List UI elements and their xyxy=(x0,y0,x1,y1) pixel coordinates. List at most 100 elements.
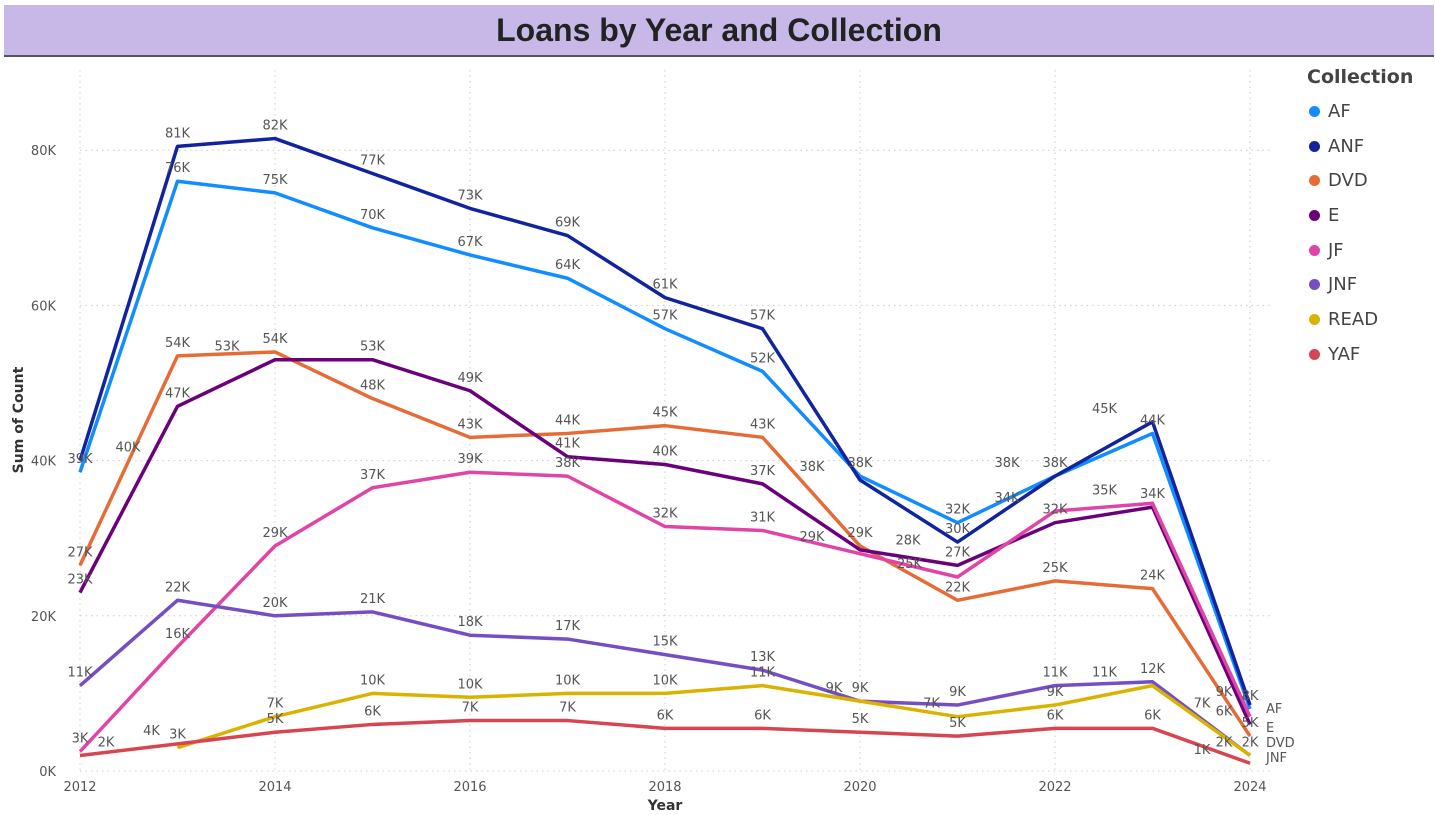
legend-marker-icon xyxy=(1309,175,1320,187)
data-label: 45K xyxy=(652,406,678,421)
data-label: 7K xyxy=(462,701,479,716)
data-label: 25K xyxy=(1042,561,1068,576)
legend-item-read[interactable]: READ xyxy=(1307,302,1413,337)
data-label: 40K xyxy=(115,441,141,456)
data-label: 10K xyxy=(555,673,581,688)
y-tick-label: 60K xyxy=(31,299,57,314)
data-label: 44K xyxy=(555,413,581,428)
legend-label: JNF xyxy=(1328,274,1358,296)
data-label: 70K xyxy=(360,208,386,223)
data-label: 35K xyxy=(1092,483,1118,498)
legend-label: AF xyxy=(1328,100,1351,122)
legend-marker-icon xyxy=(1309,279,1320,291)
data-label: 29K xyxy=(847,526,873,541)
data-label: 6K xyxy=(754,708,771,723)
data-label: 11K xyxy=(67,666,93,681)
data-label: 81K xyxy=(165,126,191,141)
data-label: 11K xyxy=(750,666,776,681)
data-label: 37K xyxy=(360,468,386,483)
data-label: 43K xyxy=(750,417,776,432)
data-label: 27K xyxy=(945,545,971,560)
legend-marker-icon xyxy=(1309,244,1320,256)
series-line-anf xyxy=(78,136,1252,706)
chart-title: Loans by Year and Collection xyxy=(496,11,942,48)
data-label: 34K xyxy=(1140,487,1166,502)
data-label: 7K xyxy=(923,697,940,712)
x-tick-label: 2022 xyxy=(1038,780,1071,795)
legend-item-af[interactable]: AF xyxy=(1307,94,1413,129)
data-label: 54K xyxy=(262,332,288,347)
data-label: 5K xyxy=(267,712,284,727)
data-label: 9K xyxy=(852,681,869,696)
data-label: 30K xyxy=(945,522,971,537)
data-label: 9K xyxy=(1216,685,1233,700)
data-label: 38K xyxy=(994,456,1020,471)
data-label: 38K xyxy=(1042,456,1068,471)
legend-item-jf[interactable]: JF xyxy=(1307,233,1413,268)
data-label: 6K xyxy=(1144,708,1161,723)
data-label: 2K xyxy=(98,735,115,750)
legend-marker-icon xyxy=(1309,105,1320,117)
end-label-jnf: JNF xyxy=(1265,751,1287,766)
data-label: 16K xyxy=(165,627,191,642)
data-label: 77K xyxy=(360,153,386,168)
data-label: 25K xyxy=(897,557,923,572)
data-label: 73K xyxy=(457,188,483,203)
data-label: 69K xyxy=(555,216,581,231)
data-label: 40K xyxy=(652,444,678,459)
x-tick-label: 2018 xyxy=(648,780,681,795)
data-label: 7K xyxy=(1194,697,1211,712)
series-line-dvd xyxy=(78,350,1252,738)
legend-marker-icon xyxy=(1309,313,1320,325)
chart-title-bar: Loans by Year and Collection xyxy=(4,5,1434,57)
data-label: 9K xyxy=(1047,685,1064,700)
series-line-yaf xyxy=(79,718,1251,765)
data-label: 41K xyxy=(555,437,581,452)
data-label: 53K xyxy=(360,340,386,355)
data-label: 38K xyxy=(555,456,581,471)
legend-marker-icon xyxy=(1309,140,1320,152)
legend-item-dvd[interactable]: DVD xyxy=(1307,163,1413,198)
y-axis-title: Sum of Count xyxy=(11,366,27,473)
legend: Collection AF ANF DVD E JF JNF READ YAF xyxy=(1307,66,1413,372)
data-label: 22K xyxy=(945,580,971,595)
end-label-e: E xyxy=(1266,721,1274,736)
data-label: 75K xyxy=(262,173,288,188)
data-label: 10K xyxy=(457,677,483,692)
y-tick-label: 40K xyxy=(31,455,57,470)
x-axis-title: Year xyxy=(647,798,683,814)
legend-item-jnf[interactable]: JNF xyxy=(1307,267,1413,302)
data-label: 53K xyxy=(214,340,240,355)
x-tick-label: 2020 xyxy=(843,780,876,795)
x-tick-label: 2016 xyxy=(453,780,486,795)
data-label: 2K xyxy=(1242,735,1259,750)
series-line-jf xyxy=(78,470,1252,753)
data-label: 3K xyxy=(169,728,186,743)
data-label: 64K xyxy=(555,258,581,273)
legend-label: YAF xyxy=(1328,343,1361,365)
data-label: 57K xyxy=(750,309,776,324)
data-label: 52K xyxy=(750,351,776,366)
legend-label: DVD xyxy=(1328,170,1368,192)
legend-item-yaf[interactable]: YAF xyxy=(1307,337,1413,372)
legend-item-e[interactable]: E xyxy=(1307,198,1413,233)
data-label: 32K xyxy=(945,503,971,518)
legend-label: READ xyxy=(1328,308,1379,330)
data-label: 7K xyxy=(267,697,284,712)
data-label: 10K xyxy=(652,673,678,688)
data-label: 2K xyxy=(1216,735,1233,750)
data-label: 9K xyxy=(949,685,966,700)
data-label: 54K xyxy=(165,336,191,351)
legend-item-anf[interactable]: ANF xyxy=(1307,129,1413,164)
data-label: 57K xyxy=(652,309,678,324)
legend-label: ANF xyxy=(1328,135,1365,157)
data-label: 5K xyxy=(949,716,966,731)
data-label: 18K xyxy=(457,615,483,630)
data-label: 32K xyxy=(1042,503,1068,518)
data-label: 43K xyxy=(457,417,483,432)
legend-title: Collection xyxy=(1307,66,1414,88)
data-label: 61K xyxy=(652,278,678,293)
data-label: 3K xyxy=(72,732,89,747)
data-label: 38K xyxy=(799,460,825,475)
data-label: 28K xyxy=(895,534,921,549)
